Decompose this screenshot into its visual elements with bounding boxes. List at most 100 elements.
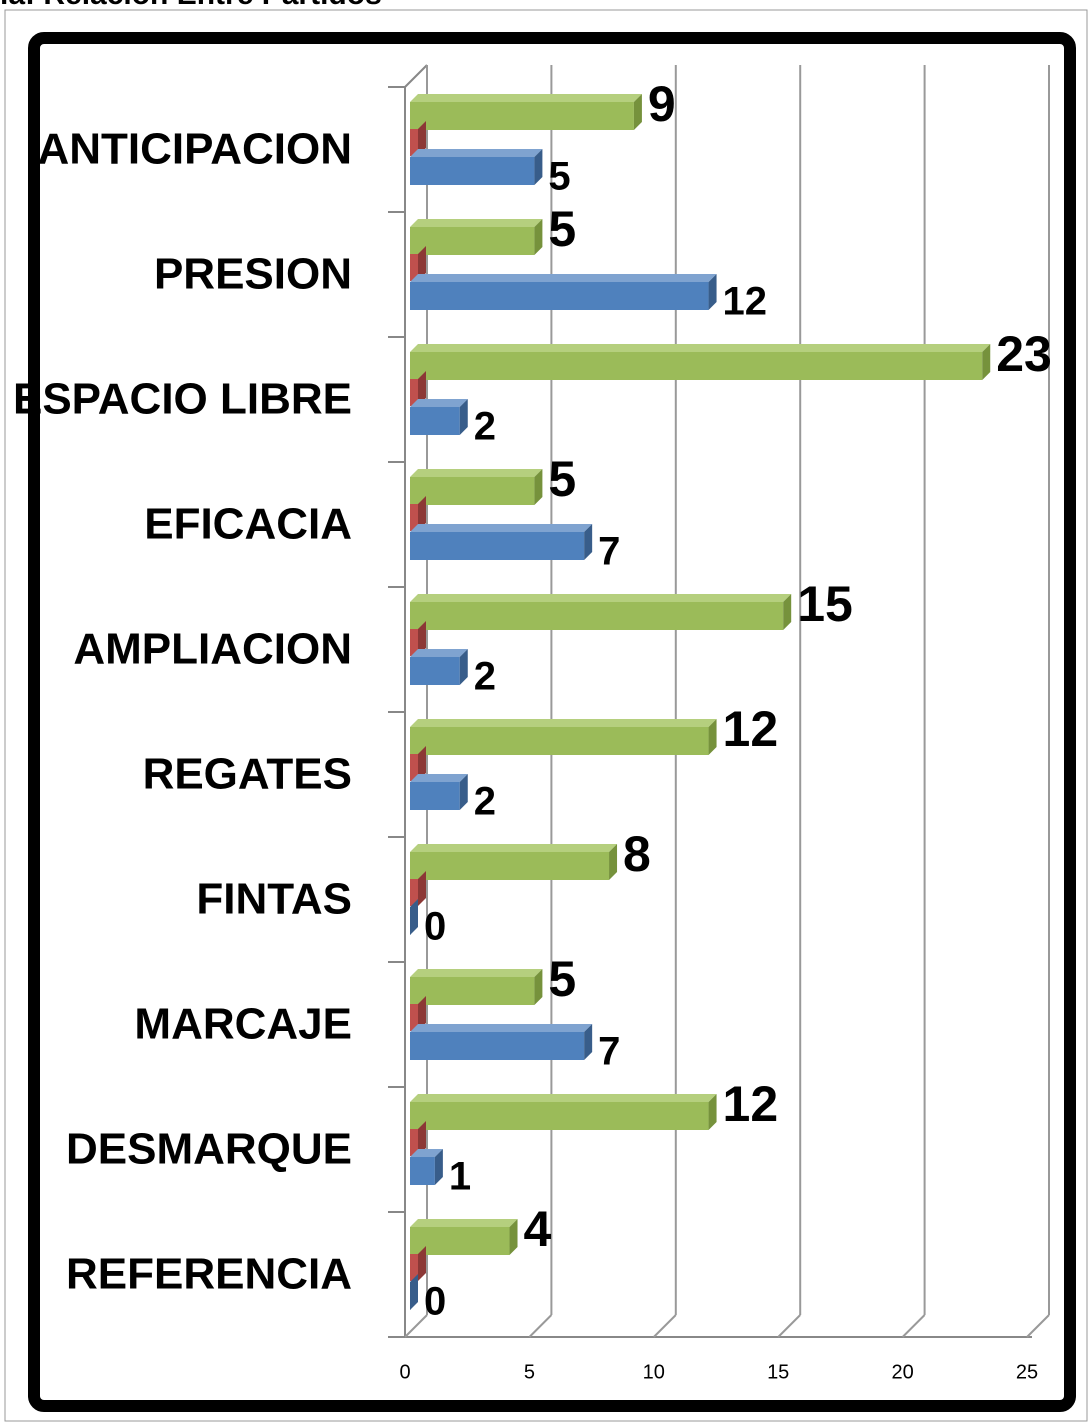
bar-side [708,1094,717,1130]
bar-top [410,399,468,407]
bar-top [410,524,593,532]
y-tick-label: MARCAJE [134,1000,352,1049]
bar-side [633,94,642,130]
bar-side [434,1149,443,1185]
grid-line [528,1314,553,1338]
data-label: 9 [648,76,676,132]
data-label: 2 [474,780,496,824]
y-tick-label: PRESION [154,250,352,299]
axis-line [404,64,428,88]
grid-line [1026,1314,1050,1338]
grid-line [653,1314,677,1338]
bar [410,977,535,1005]
bar-top [410,1024,593,1032]
bar-side [534,149,543,185]
data-label: 2 [474,655,496,699]
data-label: 0 [424,1280,446,1324]
bar [410,852,610,880]
bar [410,1102,709,1130]
bar [410,129,418,156]
y-tick-label: DESMARQUE [66,1125,352,1174]
bar-top [410,594,792,602]
data-label: 7 [598,530,620,574]
bar-top [410,774,468,782]
bar-side [410,1274,418,1310]
grid-line [777,1314,801,1338]
bar-side [708,719,717,755]
bar-top [410,1094,717,1102]
bar [410,1004,418,1031]
data-label: 5 [548,155,570,199]
bar [410,504,418,531]
bar-side [418,871,426,906]
x-tick-label: 0 [399,1361,410,1383]
bar-side [418,371,426,406]
bar-side [418,121,426,156]
bar-side [418,1121,426,1156]
bar [410,602,784,630]
x-tick-label: 25 [1016,1361,1038,1383]
y-tick-label: AMPLIACION [73,625,352,674]
bar-side [418,746,426,781]
bar [410,1254,418,1281]
bar-top [410,344,991,352]
bar-side [410,899,418,935]
bar [410,157,535,185]
bar [410,657,460,685]
bar-side [534,969,543,1005]
bar-top [410,1219,518,1227]
bar-side [459,774,468,810]
bar [410,1227,510,1255]
bar [410,754,418,781]
bar-top [410,1149,443,1157]
data-label: 12 [723,701,779,757]
y-tick-label: REFERENCIA [66,1250,352,1299]
bar-side [982,344,991,380]
bar [410,407,460,435]
bar-side [783,594,792,630]
bar [410,254,418,281]
bar [410,629,418,656]
bar-side [509,1219,518,1255]
x-tick-label: 10 [643,1361,665,1383]
bar-side [459,399,468,435]
bar-side [708,274,717,310]
bar [410,727,709,755]
bar-top [410,469,543,477]
bar-top [410,94,642,102]
data-label: 0 [424,905,446,949]
bar-top [410,719,717,727]
bar [410,532,585,560]
outer-border [4,9,1088,1422]
bar-top [410,649,468,657]
y-tick-label: REGATES [143,750,352,799]
data-label: 5 [548,451,576,507]
bar-side [459,649,468,685]
bar-side [534,469,543,505]
bar-side [584,524,593,560]
data-label: 1 [449,1155,471,1199]
y-tick-label: ESPACIO LIBRE [13,375,352,424]
bar [410,477,535,505]
y-tick-label: EFICACIA [144,500,352,549]
data-label: 5 [548,201,576,257]
bar-side [584,1024,593,1060]
x-tick-label: 5 [524,1361,535,1383]
bar [410,782,460,810]
bar [410,102,634,130]
y-tick-label: ANTICIPACION [37,125,352,174]
y-tick-label: FINTAS [196,875,352,924]
bar-side [418,621,426,656]
x-tick-label: 20 [891,1361,913,1383]
data-label: 12 [723,280,768,324]
bar [410,1032,585,1060]
bar-side [418,246,426,281]
bar [410,879,418,906]
data-label: 4 [524,1201,552,1257]
bar-top [410,149,543,157]
bar-top [410,969,543,977]
bar [410,352,983,380]
bar [410,379,418,406]
bar-top [410,219,543,227]
